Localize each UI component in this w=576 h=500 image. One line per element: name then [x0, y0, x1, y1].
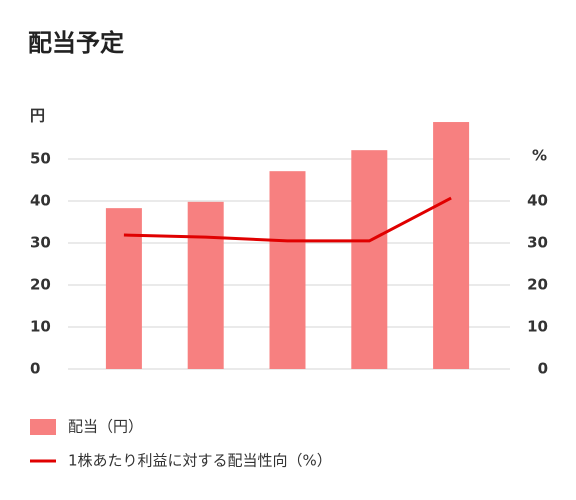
- y-tick-label: 30: [30, 234, 51, 252]
- y-tick-label: 40: [30, 192, 51, 210]
- bar: [351, 150, 388, 369]
- y2-tick-label: 0: [538, 360, 548, 378]
- y2-tick-label: 20: [527, 276, 548, 294]
- legend-swatch: [30, 419, 56, 435]
- chart-title: 配当予定: [28, 29, 124, 57]
- bar: [187, 201, 224, 369]
- legend-label: 配当（円）: [68, 418, 143, 436]
- y-tick-label: 10: [30, 318, 51, 336]
- y-tick-label: 50: [30, 150, 51, 168]
- legend-label: 1株あたり利益に対する配当性向（%）: [68, 452, 332, 470]
- y-tick-label: 0: [30, 360, 40, 378]
- y2-tick-label: 30: [527, 234, 548, 252]
- y2-tick-label: 10: [527, 318, 548, 336]
- y-tick-label: 20: [30, 276, 51, 294]
- y2-tick-label: 40: [527, 192, 548, 210]
- bar: [105, 208, 142, 369]
- y2-axis-label: %: [532, 147, 547, 165]
- bar: [269, 171, 306, 369]
- line: [123, 196, 452, 243]
- y-axis-label: 円: [30, 107, 45, 125]
- bar: [433, 122, 470, 369]
